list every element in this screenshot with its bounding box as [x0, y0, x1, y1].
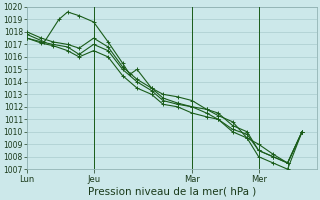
X-axis label: Pression niveau de la mer( hPa ): Pression niveau de la mer( hPa ) [88, 187, 256, 197]
